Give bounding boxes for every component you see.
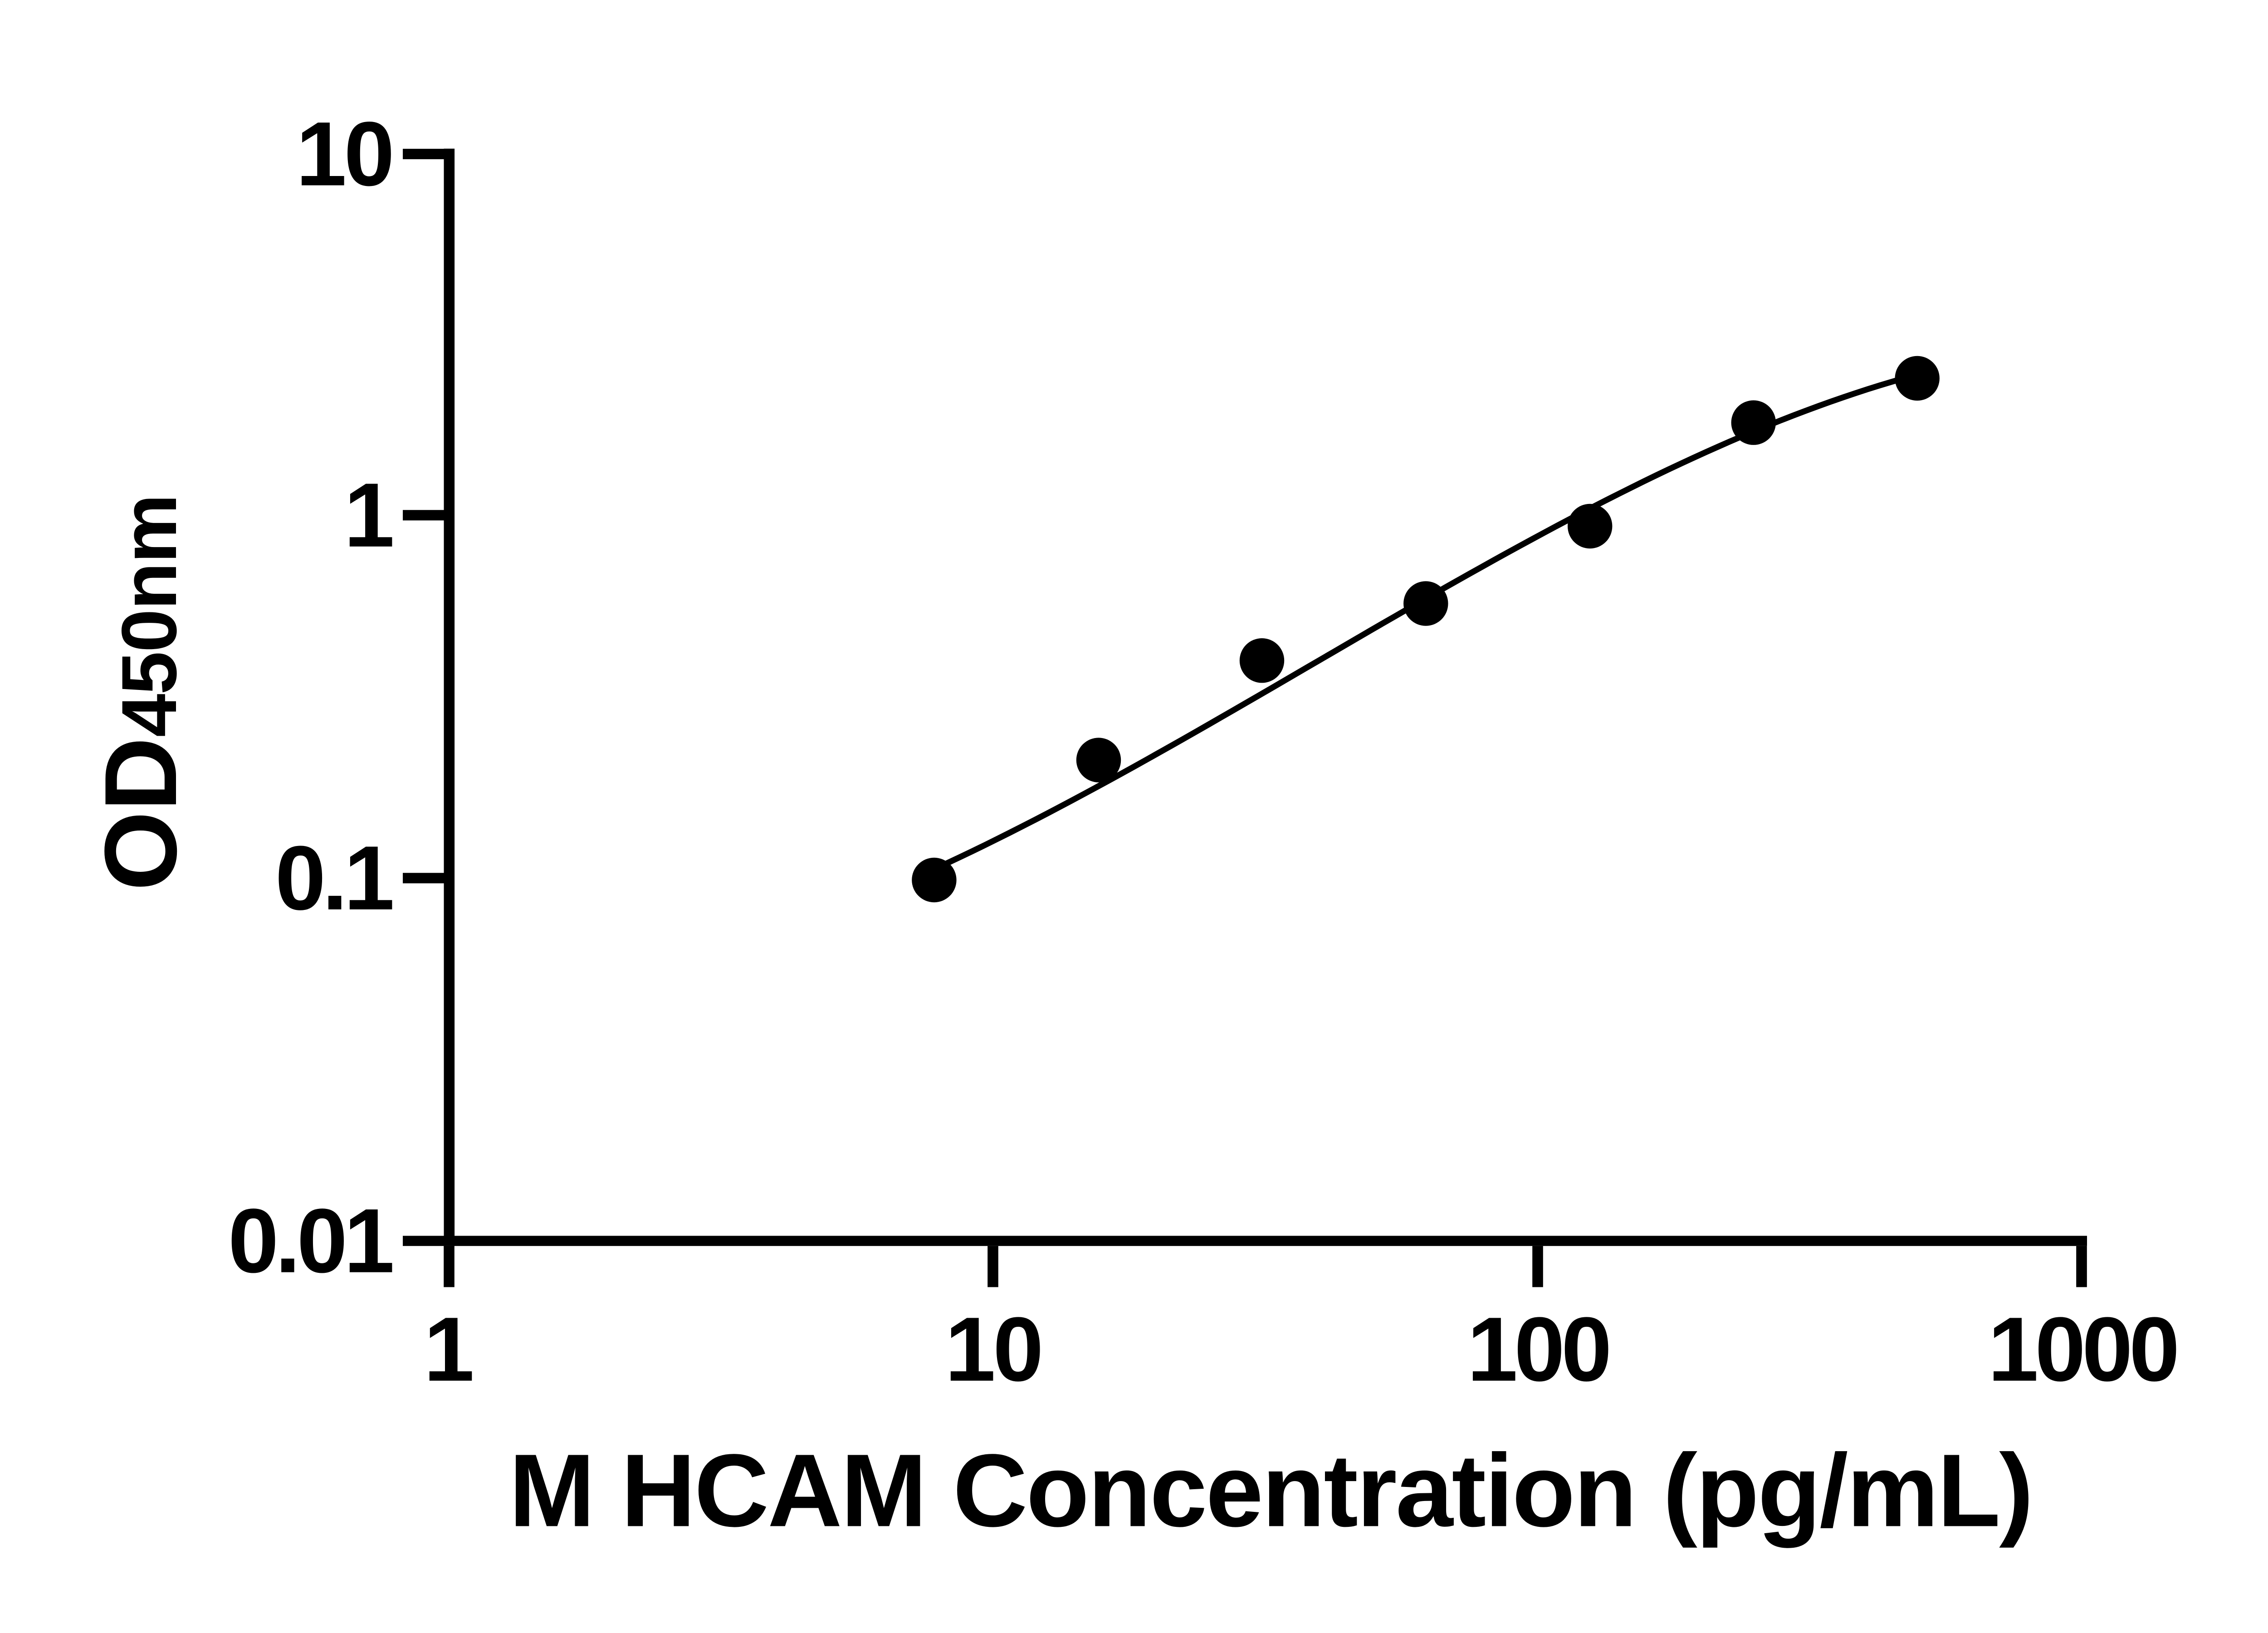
svg-text:10: 10 xyxy=(296,103,392,205)
svg-text:OD450nm: OD450nm xyxy=(83,495,198,891)
svg-text:1: 1 xyxy=(344,464,395,566)
svg-text:0.1: 0.1 xyxy=(275,827,393,929)
svg-text:100: 100 xyxy=(1467,1298,1608,1400)
svg-text:1: 1 xyxy=(424,1298,474,1400)
svg-text:10: 10 xyxy=(945,1298,1041,1400)
svg-text:0.01: 0.01 xyxy=(228,1190,392,1292)
svg-text:M HCAM Concentration (pg/mL): M HCAM Concentration (pg/mL) xyxy=(509,1433,2032,1548)
svg-text:1000: 1000 xyxy=(1988,1298,2176,1400)
